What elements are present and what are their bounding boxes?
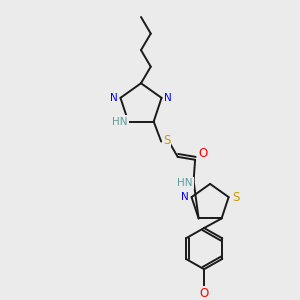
Text: S: S: [232, 190, 239, 204]
Text: N: N: [181, 192, 189, 202]
Text: O: O: [198, 147, 208, 160]
Text: O: O: [200, 287, 209, 300]
Text: HN: HN: [112, 117, 128, 127]
Text: N: N: [110, 93, 118, 103]
Text: N: N: [164, 93, 172, 103]
Text: HN: HN: [177, 178, 193, 188]
Text: S: S: [163, 134, 170, 148]
